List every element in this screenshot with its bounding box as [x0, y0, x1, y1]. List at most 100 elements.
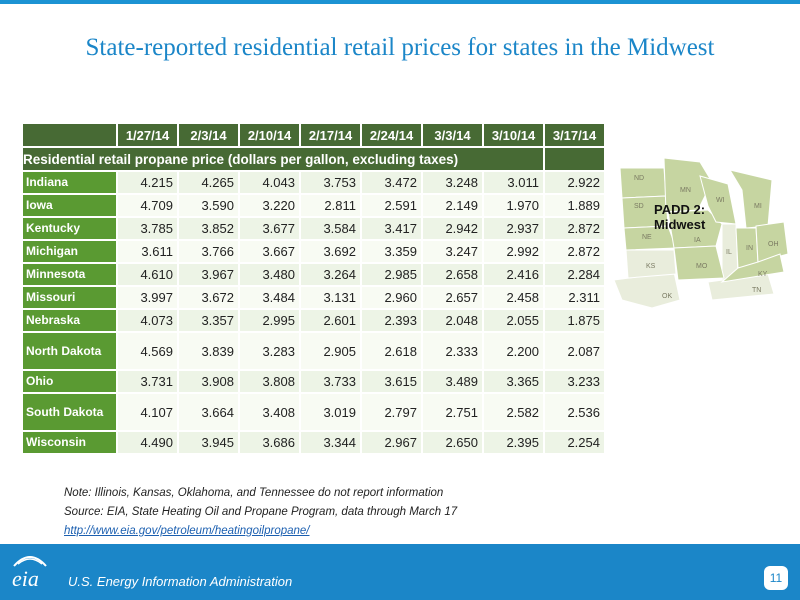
price-cell: 2.658 [421, 262, 484, 287]
price-cell: 4.709 [116, 193, 179, 218]
ok-shape [613, 271, 681, 309]
ky-shape [720, 253, 785, 283]
price-cell: 2.582 [482, 392, 545, 432]
price-cell: 4.043 [238, 170, 301, 195]
map-label-nd: ND [634, 175, 644, 182]
price-cell: 3.264 [299, 262, 362, 287]
price-cell: 2.395 [482, 430, 545, 455]
price-cell: 3.753 [299, 170, 362, 195]
price-cell: 4.215 [116, 170, 179, 195]
map-label-mn: MN [680, 187, 691, 194]
map-label-ks: KS [646, 263, 656, 270]
table-row: Nebraska 4.073 3.357 2.995 2.601 2.393 2.048 2.… [21, 308, 606, 333]
state-name-cell: Indiana [21, 170, 118, 195]
price-cell: 4.569 [116, 331, 179, 371]
price-cell: 2.055 [482, 308, 545, 333]
price-cell: 4.107 [116, 392, 179, 432]
map-label-ky: KY [758, 271, 768, 278]
map-label-ne: NE [642, 234, 652, 241]
map-label-mi: MI [754, 203, 762, 210]
table-row: Ohio 3.731 3.908 3.808 3.733 3.615 3.489 3.365 3… [21, 369, 606, 394]
price-cell: 3.584 [299, 216, 362, 241]
state-name-cell: South Dakota [21, 392, 118, 432]
map-label-ia: IA [694, 237, 701, 244]
price-cell: 2.811 [299, 193, 362, 218]
table-row: South Dakota 4.107 3.664 3.408 3.019 2.797 2.7… [21, 392, 606, 432]
source-text: Source: EIA, State Heating Oil and Propa… [64, 506, 458, 518]
price-cell: 3.131 [299, 285, 362, 310]
price-cell: 2.536 [543, 392, 606, 432]
price-cell: 1.889 [543, 193, 606, 218]
price-cell: 2.333 [421, 331, 484, 371]
price-cell: 3.997 [116, 285, 179, 310]
ks-shape [625, 249, 677, 279]
price-cell: 3.489 [421, 369, 484, 394]
price-cell: 3.359 [360, 239, 423, 264]
price-cell: 1.970 [482, 193, 545, 218]
map-label-in: IN [746, 245, 753, 252]
price-cell: 3.785 [116, 216, 179, 241]
price-cell: 2.922 [543, 170, 606, 195]
nd-shape [619, 167, 667, 199]
price-cell: 3.365 [482, 369, 545, 394]
state-name-cell: Iowa [21, 193, 118, 218]
date-header: 2/17/14 [299, 122, 362, 148]
price-cell: 3.733 [299, 369, 362, 394]
state-name-cell: Missouri [21, 285, 118, 310]
price-cell: 3.615 [360, 369, 423, 394]
state-name-cell: North Dakota [21, 331, 118, 371]
agency-name: U.S. Energy Information Administration [68, 574, 293, 589]
price-cell: 2.905 [299, 331, 362, 371]
price-cell: 2.650 [421, 430, 484, 455]
state-name-cell: Ohio [21, 369, 118, 394]
date-header-row: 1/27/14 2/3/14 2/10/14 2/17/14 2/24/14 3… [21, 122, 606, 148]
table-body: Indiana 4.215 4.265 4.043 3.753 3.472 3.248 3.0… [21, 170, 606, 455]
price-cell: 3.590 [177, 193, 240, 218]
price-cell: 2.995 [238, 308, 301, 333]
top-accent-bar [0, 0, 800, 4]
price-cell: 2.992 [482, 239, 545, 264]
price-cell: 3.283 [238, 331, 301, 371]
date-header: 3/17/14 [543, 122, 606, 148]
date-header: 3/10/14 [482, 122, 545, 148]
price-cell: 2.284 [543, 262, 606, 287]
table-row: Iowa 4.709 3.590 3.220 2.811 2.591 2.149 1.970 1… [21, 193, 606, 218]
price-cell: 4.490 [116, 430, 179, 455]
price-cell: 2.797 [360, 392, 423, 432]
table-row: Missouri 3.997 3.672 3.484 3.131 2.960 2.657 2.… [21, 285, 606, 310]
price-cell: 3.731 [116, 369, 179, 394]
table-row: Minnesota 4.610 3.967 3.480 3.264 2.985 2.658 2… [21, 262, 606, 287]
price-cell: 2.985 [360, 262, 423, 287]
source-link[interactable]: http://www.eia.gov/petroleum/heatingoilp… [64, 525, 310, 537]
price-cell: 3.233 [543, 369, 606, 394]
price-cell: 3.248 [421, 170, 484, 195]
map-label-ok: OK [662, 293, 672, 300]
price-cell: 3.677 [238, 216, 301, 241]
price-cell: 4.610 [116, 262, 179, 287]
price-cell: 2.048 [421, 308, 484, 333]
price-cell: 3.667 [238, 239, 301, 264]
price-cell: 2.149 [421, 193, 484, 218]
map-label-sd: SD [634, 203, 644, 210]
price-cell: 2.200 [482, 331, 545, 371]
price-cell: 2.601 [299, 308, 362, 333]
price-cell: 3.611 [116, 239, 179, 264]
price-cell: 3.808 [238, 369, 301, 394]
price-cell: 2.591 [360, 193, 423, 218]
date-header: 2/3/14 [177, 122, 240, 148]
price-cell: 3.766 [177, 239, 240, 264]
price-cell: 3.839 [177, 331, 240, 371]
date-header: 2/10/14 [238, 122, 301, 148]
price-cell: 3.408 [238, 392, 301, 432]
price-cell: 3.011 [482, 170, 545, 195]
map-label-wi: WI [716, 197, 725, 204]
price-cell: 2.657 [421, 285, 484, 310]
state-name-cell: Nebraska [21, 308, 118, 333]
state-name-cell: Michigan [21, 239, 118, 264]
price-cell: 3.967 [177, 262, 240, 287]
price-cell: 3.908 [177, 369, 240, 394]
mo-shape [673, 245, 725, 281]
section-label: Residential retail propane price (dollar… [21, 146, 545, 172]
map-label-tn: TN [752, 287, 761, 294]
map-title-line2: Midwest [654, 217, 706, 232]
